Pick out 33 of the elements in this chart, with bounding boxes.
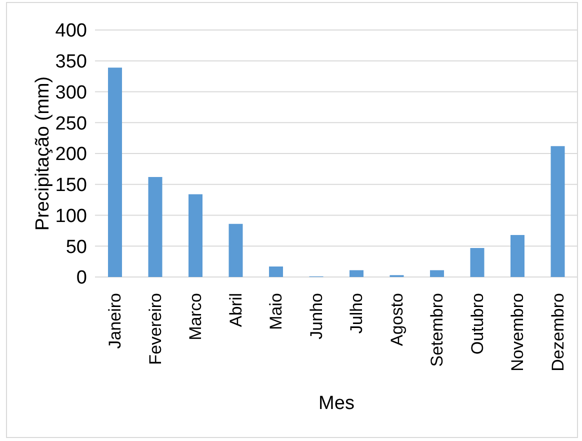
y-tick-label: 400 xyxy=(55,20,87,42)
x-tick-label: Setembro xyxy=(428,293,447,367)
bar xyxy=(430,270,444,277)
bar xyxy=(188,194,202,277)
x-tick-label: Fevereiro xyxy=(146,293,165,365)
y-tick-label: 200 xyxy=(55,144,87,166)
x-tick-label: Abril xyxy=(226,293,246,328)
y-tick-label: 350 xyxy=(55,52,87,73)
x-tick-label: Junho xyxy=(306,293,326,340)
bar xyxy=(269,266,283,277)
bar xyxy=(148,176,162,277)
x-tick-label: Janeiro xyxy=(106,293,125,349)
x-tick-label: Julho xyxy=(347,293,366,334)
x-tick-label: Marco xyxy=(186,293,206,340)
x-tick-label: Agosto xyxy=(387,293,406,346)
bar xyxy=(228,224,243,277)
y-tick-label: 250 xyxy=(55,113,87,134)
y-tick-label: 100 xyxy=(55,206,87,227)
bar xyxy=(510,235,524,277)
x-tick-label: Dezembro xyxy=(548,293,568,372)
bar xyxy=(550,146,565,277)
y-tick-label: 50 xyxy=(66,236,87,258)
x-tick-label: Maio xyxy=(266,293,286,330)
bar xyxy=(350,270,364,277)
y-tick-label: 150 xyxy=(55,175,87,196)
bar xyxy=(108,68,122,277)
y-axis-title: Precipitação (mm) xyxy=(32,76,54,231)
y-tick-label: 0 xyxy=(76,268,87,289)
x-tick-label: Outubro xyxy=(468,293,487,354)
y-tick-label: 300 xyxy=(55,82,87,104)
bar xyxy=(470,248,484,277)
x-axis-title: Mes xyxy=(318,393,354,414)
x-tick-label: Novembro xyxy=(508,293,528,372)
